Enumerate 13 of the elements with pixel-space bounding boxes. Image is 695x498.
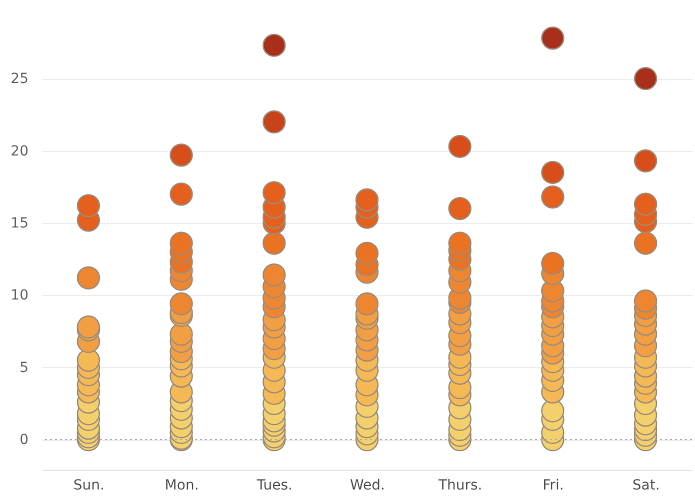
y-tick-label: 5 [20, 360, 28, 376]
x-tick-label: Wed. [350, 478, 385, 494]
x-tick-label: Sat. [632, 478, 660, 494]
x-tick-label: Thurs. [437, 478, 482, 494]
x-tick-label: Sun. [73, 478, 104, 494]
x-tick-label: Fri. [542, 478, 564, 494]
y-tick-label: 20 [10, 143, 28, 160]
x-tick-label: Tues. [256, 478, 292, 494]
y-tick-label: 15 [10, 216, 28, 232]
x-tick-label: Mon. [164, 478, 199, 494]
y-tick-label: 0 [20, 432, 28, 448]
y-tick-label: 25 [10, 71, 28, 88]
y-tick-label: 10 [10, 288, 28, 304]
